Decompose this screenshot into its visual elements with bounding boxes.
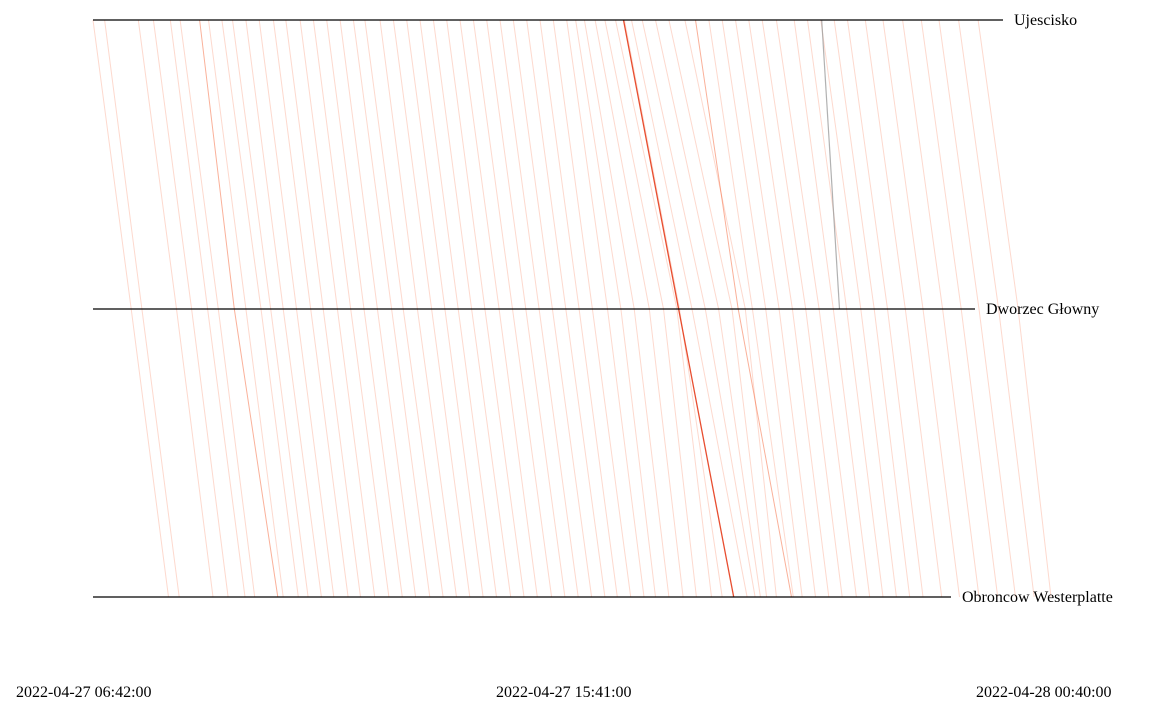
time-tick-label-start: 2022-04-27 06:42:00 (16, 684, 152, 701)
stop-label-dworzec-glowny: Dworzec Głowny (986, 301, 1099, 318)
trip-line-65 (938, 19, 1016, 598)
stop-label-ujescisko: Ujescisko (1014, 12, 1077, 29)
trip-line-58 (821, 19, 841, 310)
trip-line-67 (977, 19, 1052, 598)
stop-label-obroncow-westerplatte: Obroncow Westerplatte (962, 589, 1113, 606)
trip-line-66 (958, 19, 1035, 598)
time-tick-label-mid: 2022-04-27 15:41:00 (496, 684, 632, 701)
time-tick-label-end: 2022-04-28 00:40:00 (976, 684, 1112, 701)
